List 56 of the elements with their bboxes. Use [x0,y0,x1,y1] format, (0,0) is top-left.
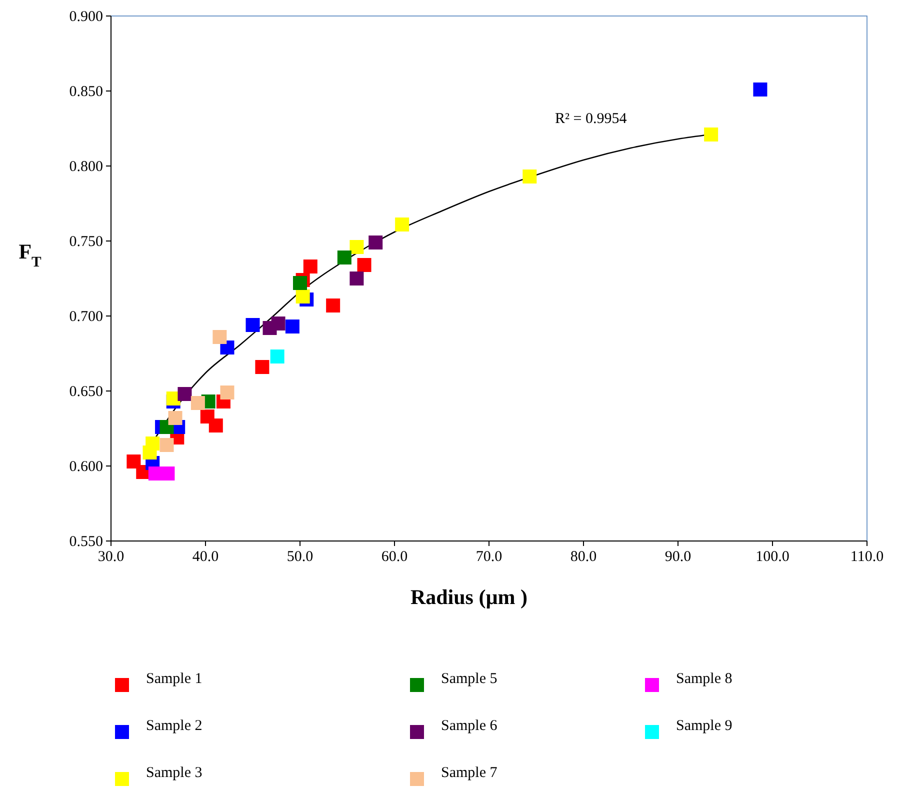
point [704,128,718,142]
point [160,438,174,452]
y-tick-label: 0.850 [69,84,103,100]
point [190,396,205,410]
y-tick-label: 0.650 [69,384,103,400]
point [271,316,286,330]
point [303,260,318,274]
legend-label: Sample 5 [441,671,498,687]
y-tick-label: 0.700 [69,309,103,325]
x-tick-label: 100.0 [756,549,790,565]
legend-label: Sample 8 [676,671,732,687]
legend-label: Sample 6 [441,718,498,734]
point [350,240,364,254]
x-tick-label: 50.0 [286,549,314,565]
point [246,318,260,332]
point [753,82,768,96]
legend-label: Sample 1 [146,671,202,687]
point [357,258,372,272]
x-tick-label: 80.0 [570,549,597,565]
point [160,466,175,480]
x-tick-label: 60.0 [381,549,408,565]
x-tick-label: 110.0 [850,549,884,565]
y-tick-label: 0.750 [69,234,103,250]
x-axis-title: Radius (µm ) [410,585,528,609]
y-tick-label: 0.900 [69,9,103,25]
point [212,330,227,344]
legend-label: Sample 2 [146,718,202,734]
point [293,276,307,290]
point [395,218,410,232]
y-tick-label: 0.550 [69,534,103,550]
y-tick-label: 0.600 [69,459,103,475]
point [270,350,284,364]
point [326,298,340,312]
y-axis-title: F$_{T}$ [18,240,42,270]
annotation: R² = 0.9954 [555,111,628,127]
point [146,436,160,450]
x-tick-label: 30.0 [98,549,124,565]
legend-label: Sample 3 [146,765,202,781]
point [255,360,270,374]
y-tick-label: 0.800 [69,159,103,175]
point [168,411,182,425]
point [522,170,537,184]
point [178,387,192,401]
point [220,386,234,400]
legend-label: Sample 7 [441,765,498,781]
point [208,418,223,432]
point [368,236,383,250]
point [337,250,352,264]
point [285,320,300,334]
point [350,272,364,286]
x-tick-label: 40.0 [192,549,219,565]
point [296,290,310,304]
legend-label: Sample 9 [676,718,732,734]
point [126,454,141,468]
x-tick-label: 90.0 [664,549,692,565]
x-tick-label: 70.0 [476,549,502,565]
